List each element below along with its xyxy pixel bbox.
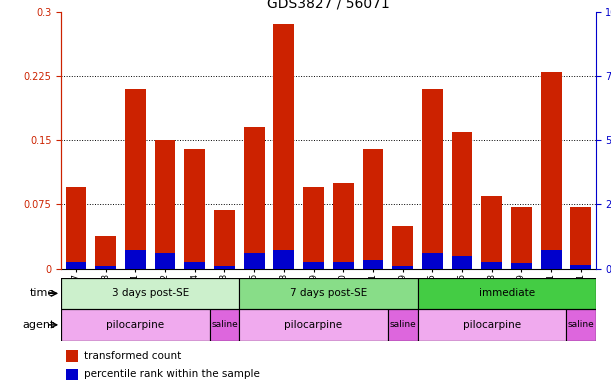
Bar [417,278,596,309]
Bar [240,278,417,309]
Bar [155,140,175,269]
Bar [244,253,265,269]
Bar [210,309,240,341]
Bar [185,262,205,269]
Text: transformed count: transformed count [84,351,181,361]
Text: saline: saline [568,320,595,329]
Bar [185,149,205,269]
Bar [214,210,235,269]
Bar [511,263,532,269]
Bar [303,262,324,269]
Bar [333,183,354,269]
Bar [155,253,175,269]
Bar [333,262,354,269]
Text: saline: saline [211,320,238,329]
Bar [422,89,443,269]
Text: pilocarpine: pilocarpine [285,320,343,330]
Bar [541,71,562,269]
Bar [65,262,86,269]
Bar [362,260,383,269]
Bar [95,236,116,269]
Bar [452,132,472,269]
Bar [541,250,562,269]
Bar [67,369,78,380]
Bar [125,89,146,269]
Bar [392,266,413,269]
Bar [61,278,240,309]
Text: time: time [30,288,55,298]
Bar [65,187,86,269]
Bar [571,207,591,269]
Text: percentile rank within the sample: percentile rank within the sample [84,369,260,379]
Bar [571,265,591,269]
Bar [303,187,324,269]
Bar [392,226,413,269]
Bar [481,262,502,269]
Bar [244,127,265,269]
Bar [481,196,502,269]
Bar [362,149,383,269]
Text: 3 days post-SE: 3 days post-SE [112,288,189,298]
Text: pilocarpine: pilocarpine [106,320,164,330]
Text: agent: agent [23,320,55,330]
Title: GDS3827 / 56071: GDS3827 / 56071 [267,0,390,10]
Bar [511,207,532,269]
Bar [422,253,443,269]
Bar [214,266,235,269]
Bar [274,25,295,269]
Bar [417,309,566,341]
Bar [452,256,472,269]
Text: saline: saline [389,320,416,329]
Bar [274,250,295,269]
Bar [95,266,116,269]
Bar [61,309,210,341]
Bar [388,309,417,341]
Text: 7 days post-SE: 7 days post-SE [290,288,367,298]
Bar [240,309,388,341]
Text: pilocarpine: pilocarpine [463,320,521,330]
Bar [566,309,596,341]
Text: immediate: immediate [478,288,535,298]
Bar [125,250,146,269]
Bar [67,350,78,362]
